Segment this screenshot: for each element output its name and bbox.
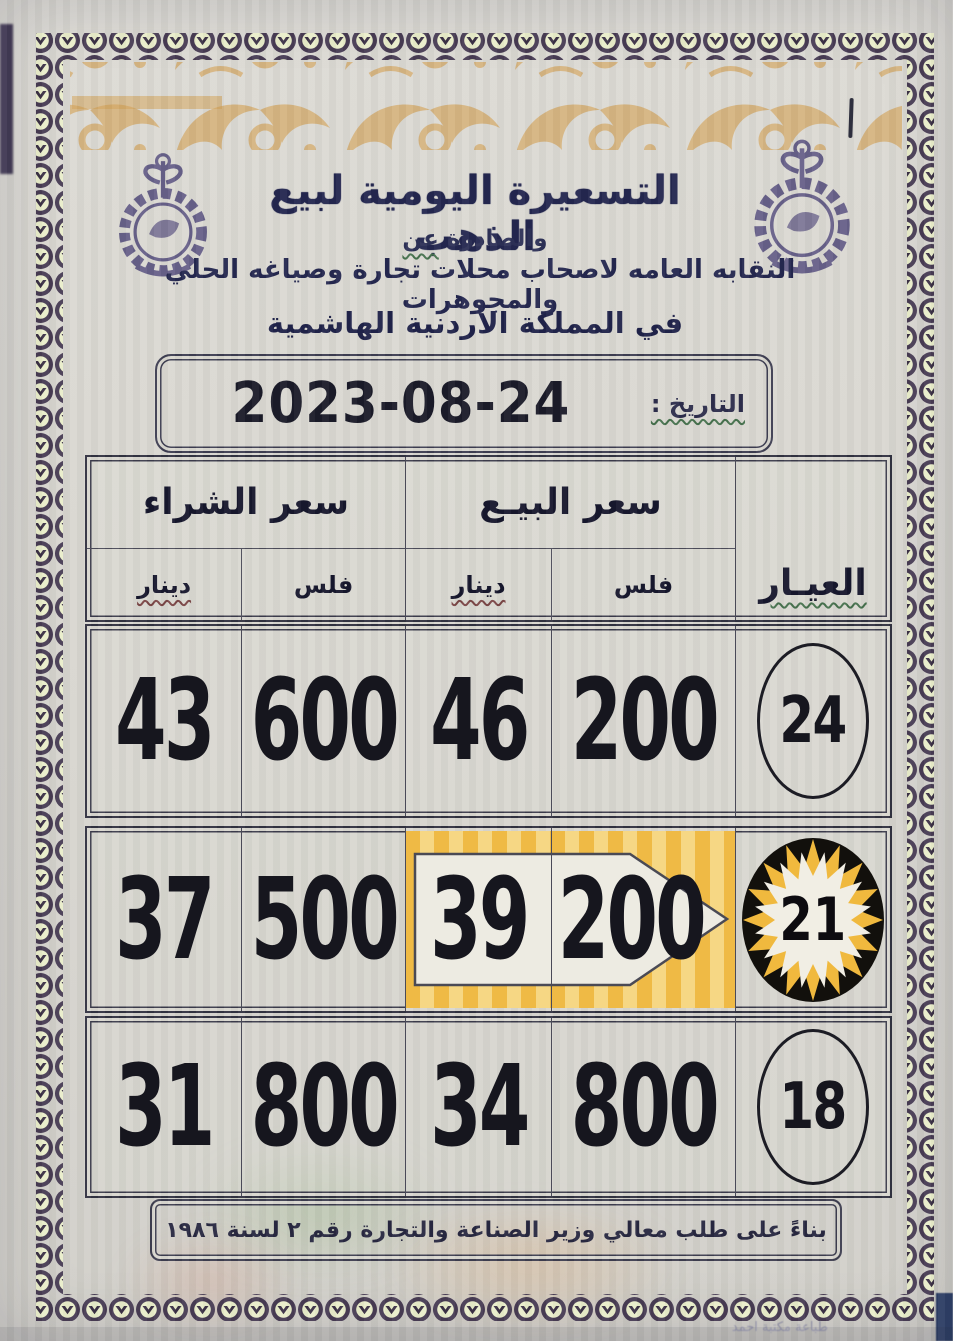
photo-edge-shadow	[0, 24, 13, 174]
sell-dinar-value: 46	[404, 626, 551, 816]
sell-fils-label: فلس	[551, 548, 735, 620]
table-row-18k: 31 800 34 800 18	[85, 1016, 892, 1198]
buy-fils-value: 600	[241, 626, 405, 816]
chain-border-left	[36, 33, 63, 1321]
arabesque-dash	[72, 96, 222, 109]
footer-note: بناءً على طلب معالي وزير الصناعة والتجار…	[165, 1217, 827, 1243]
buy-price-header: سعر الشراء	[142, 482, 350, 524]
issued-by-line: والصادرة عن	[330, 226, 620, 252]
syndicate-emblem-right	[738, 134, 866, 286]
karat-badge-18: 18	[734, 1018, 890, 1196]
syndicate-emblem-left	[104, 148, 222, 288]
price-table-header: سعر الشراء سعر البيـع العيـار دينار فلس …	[85, 455, 892, 622]
buy-dinar-label: دينار	[87, 548, 242, 620]
buy-fils-value: 800	[241, 1018, 405, 1196]
buy-dinar-value: 31	[115, 1042, 215, 1172]
photo-corner-shadow	[936, 1293, 953, 1341]
date-box: التاريخ : 2023-08-24	[155, 354, 773, 453]
highlight-arrow	[413, 852, 730, 987]
karat-ellipse: 18	[756, 1029, 869, 1185]
buy-dinar-value: 43	[115, 656, 215, 786]
issued-by-word: عن	[402, 226, 439, 252]
sell-fils-value: 800	[551, 1018, 735, 1196]
table-row-21k: 37 500 39 200 21	[85, 826, 892, 1013]
pen-mark	[848, 97, 854, 139]
buy-fils-label: فلس	[241, 548, 405, 620]
chain-border-bottom	[36, 1294, 934, 1321]
country-line: في المملكة الأردنية الهاشمية	[266, 306, 684, 340]
sell-dinar-label: دينار	[404, 548, 552, 620]
sell-fils-value: 200	[551, 626, 735, 816]
photo-bottom-shadow	[0, 1327, 953, 1341]
chain-border-right	[907, 33, 934, 1321]
issued-by-prefix: والصادرة	[446, 226, 548, 252]
buy-dinar-value: 37	[115, 854, 215, 985]
organization-name: النقابه العامه لاصحاب محلات تجارة وصياغه…	[164, 255, 796, 315]
sell-fils-value: 200	[551, 828, 735, 1011]
table-row-24k: 43 600 46 200 24	[85, 624, 892, 818]
sell-price-header: سعر البيـع	[404, 457, 735, 549]
date-label: التاريخ :	[650, 389, 745, 418]
footer-note-box: بناءً على طلب معالي وزير الصناعة والتجار…	[150, 1199, 842, 1261]
sell-dinar-value: 34	[404, 1018, 551, 1196]
starburst-badge: 21	[737, 834, 889, 1006]
print-credit: طباعة مكتبة احمد	[731, 1320, 829, 1335]
karat-badge-24: 24	[734, 626, 890, 816]
buy-fils-value: 500	[241, 828, 405, 1011]
karat-ellipse: 24	[756, 643, 869, 799]
chain-border-top	[36, 33, 934, 60]
karat-badge-21: 21	[734, 828, 890, 1011]
date-value: 2023-08-24	[231, 371, 571, 436]
karat-header: العيـار	[734, 457, 890, 620]
document-title: التسعيرة اليومية لبيع الذهب	[269, 168, 682, 260]
sell-dinar-value: 39	[404, 828, 551, 1011]
